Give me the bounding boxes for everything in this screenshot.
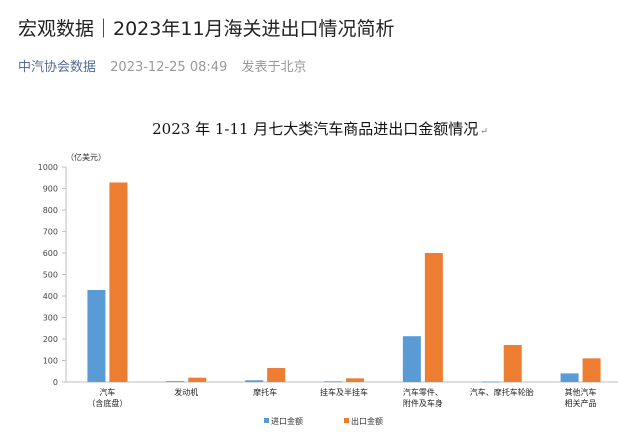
y-tick-label: 900 <box>43 185 58 194</box>
bar-export <box>188 377 207 382</box>
bar-import <box>245 380 264 382</box>
x-category-label: 其他汽车 <box>565 387 597 397</box>
y-tick-label: 0 <box>53 378 58 387</box>
x-category-label: 挂车及半挂车 <box>320 387 368 397</box>
x-category-label: 摩托车 <box>253 387 277 397</box>
legend-label: 进口金额 <box>271 416 303 426</box>
y-tick-label: 800 <box>43 206 58 215</box>
y-axis-unit: （亿美元） <box>66 152 106 162</box>
article-headline: 宏观数据｜2023年11月海关进出口情况简析 <box>18 18 395 40</box>
y-tick-label: 700 <box>43 228 58 237</box>
y-tick-label: 200 <box>43 335 58 344</box>
bar-export <box>109 182 128 382</box>
y-tick-label: 1000 <box>38 163 58 172</box>
x-category-label: 汽车、摩托车轮胎 <box>470 387 534 397</box>
y-tick-label: 600 <box>43 249 58 258</box>
bar-import <box>166 381 185 382</box>
bar-import <box>481 381 500 383</box>
x-category-label: 附件及车身 <box>403 398 443 408</box>
bar-import <box>560 373 579 382</box>
publish-time: 2023-12-25 08:49 <box>110 60 228 75</box>
y-tick-label: 500 <box>43 271 58 280</box>
bar-export <box>267 368 286 382</box>
y-tick-label: 400 <box>43 292 58 301</box>
legend-swatch <box>264 418 269 423</box>
bar-export <box>503 345 522 382</box>
y-tick-label: 100 <box>43 357 58 366</box>
bar-export <box>346 378 364 382</box>
x-category-label: （含底盘） <box>87 398 127 408</box>
y-tick-label: 300 <box>43 314 58 323</box>
legend-label: 出口金额 <box>351 416 383 426</box>
source-link[interactable]: 中汽协会数据 <box>18 60 97 75</box>
x-category-label: 相关产品 <box>565 398 597 408</box>
chart-title-text: 2023 年 1-11 月七大类汽车商品进出口金额情况 <box>152 120 479 138</box>
bar-import <box>324 381 342 383</box>
bar-import <box>87 289 106 382</box>
x-category-label: 汽车 <box>99 387 115 397</box>
x-category-label: 发动机 <box>174 387 198 397</box>
bar-export <box>424 253 443 382</box>
legend-swatch <box>344 418 349 423</box>
chart-title: 2023 年 1-11 月七大类汽车商品进出口金额情况 ↵ <box>0 118 640 139</box>
bar-export <box>582 358 601 382</box>
chart-title-mark: ↵ <box>480 127 488 137</box>
publish-location: 发表于北京 <box>241 60 307 75</box>
bar-import <box>402 336 421 382</box>
article-meta: 中汽协会数据 2023-12-25 08:49 发表于北京 <box>18 56 306 75</box>
x-category-label: 汽车零件、 <box>403 387 443 397</box>
